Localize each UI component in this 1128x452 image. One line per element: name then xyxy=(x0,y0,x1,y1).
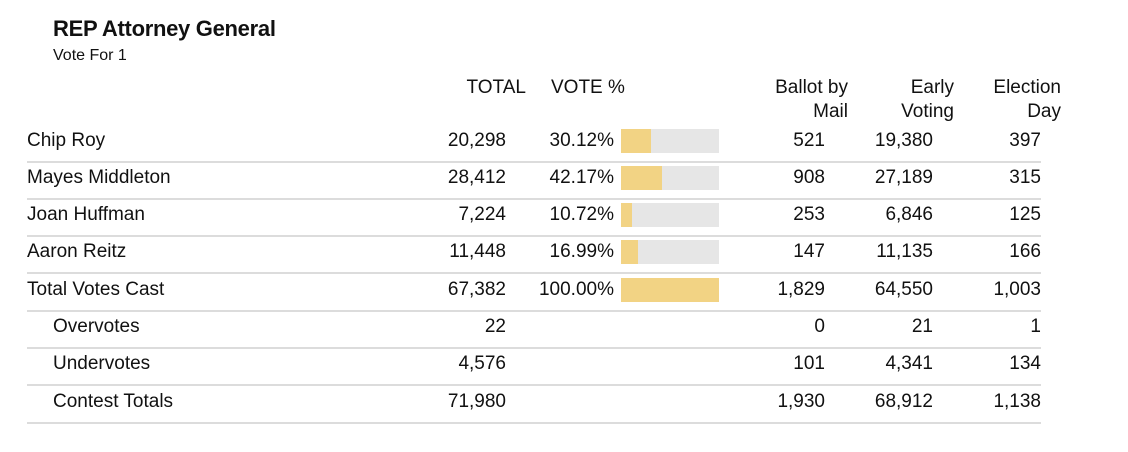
header-election-day-line2: Day xyxy=(1027,101,1061,122)
header-election-day-line1: Election xyxy=(993,77,1061,98)
early-voting-votes: 64,550 xyxy=(874,279,933,300)
ballot-by-mail-votes: 908 xyxy=(793,167,825,188)
early-voting-votes: 6,846 xyxy=(885,204,933,225)
election-day-votes: 1,138 xyxy=(993,391,1041,412)
early-voting-votes: 21 xyxy=(911,316,933,337)
total-votes: 71,980 xyxy=(447,391,506,412)
table-row-total-votes-cast: Total Votes Cast 67,382 100.00% 1,829 64… xyxy=(27,273,1041,312)
early-voting-votes: 68,912 xyxy=(874,391,933,412)
vote-percent: 10.72% xyxy=(549,204,614,225)
vote-share-bar xyxy=(621,203,719,227)
ballot-by-mail-votes: 147 xyxy=(793,241,825,262)
table-row-undervotes: Undervotes 4,576 101 4,341 134 xyxy=(27,347,1041,386)
header-total: TOTAL xyxy=(466,77,526,98)
summary-label: Contest Totals xyxy=(53,391,174,412)
total-votes: 67,382 xyxy=(447,279,506,300)
election-day-votes: 315 xyxy=(1009,167,1041,188)
vote-share-bar xyxy=(621,240,719,264)
election-day-votes: 1 xyxy=(1030,316,1041,337)
ballot-by-mail-votes: 521 xyxy=(793,130,825,151)
header-election-day: Election Day xyxy=(993,76,1061,124)
ballot-by-mail-votes: 1,829 xyxy=(777,279,825,300)
vote-share-bar xyxy=(621,166,719,190)
total-votes: 28,412 xyxy=(447,167,506,188)
election-day-votes: 1,003 xyxy=(993,279,1041,300)
header-ballot-by-mail-line2: Mail xyxy=(813,101,848,122)
early-voting-votes: 11,135 xyxy=(876,241,933,262)
table-row-mayes-middleton: Mayes Middleton 28,412 42.17% 908 27,189… xyxy=(27,161,1041,200)
header-ballot-by-mail: Ballot by Mail xyxy=(775,76,848,124)
vote-share-bar xyxy=(621,278,719,302)
election-day-votes: 125 xyxy=(1009,204,1041,225)
summary-label: Total Votes Cast xyxy=(27,279,165,300)
total-votes: 22 xyxy=(484,316,506,337)
vote-share-fill xyxy=(621,278,719,302)
vote-share-fill xyxy=(621,240,638,264)
early-voting-votes: 4,341 xyxy=(885,353,933,374)
vote-share-fill xyxy=(621,166,663,190)
candidate-name: Chip Roy xyxy=(27,130,106,151)
table-row-contest-totals: Contest Totals 71,980 1,930 68,912 1,138 xyxy=(27,385,1041,424)
summary-label: Overvotes xyxy=(53,316,140,337)
candidate-name: Joan Huffman xyxy=(27,204,145,225)
vote-share-fill xyxy=(621,129,651,153)
early-voting-votes: 27,189 xyxy=(874,167,933,188)
vote-percent: 100.00% xyxy=(538,279,614,300)
vote-percent: 30.12% xyxy=(549,130,614,151)
total-votes: 20,298 xyxy=(447,130,506,151)
header-vote-pct: VOTE % xyxy=(551,77,625,98)
total-votes: 4,576 xyxy=(458,353,506,374)
contest-title: REP Attorney General xyxy=(53,16,276,41)
total-votes: 7,224 xyxy=(458,204,506,225)
candidate-name: Aaron Reitz xyxy=(27,241,127,262)
vote-share-bar xyxy=(621,129,719,153)
header-early-voting-line1: Early xyxy=(910,77,954,98)
ballot-by-mail-votes: 253 xyxy=(793,204,825,225)
total-votes: 11,448 xyxy=(449,241,506,262)
election-day-votes: 166 xyxy=(1009,241,1041,262)
header-ballot-by-mail-line1: Ballot by xyxy=(775,77,848,98)
election-day-votes: 397 xyxy=(1009,130,1041,151)
table-row-joan-huffman: Joan Huffman 7,224 10.72% 253 6,846 125 xyxy=(27,198,1041,237)
summary-label: Undervotes xyxy=(53,353,151,374)
header-early-voting: Early Voting xyxy=(901,76,954,124)
table-row-overvotes: Overvotes 22 0 21 1 xyxy=(27,310,1041,349)
table-row-chip-roy: Chip Roy 20,298 30.12% 521 19,380 397 xyxy=(27,124,1041,163)
ballot-by-mail-votes: 1,930 xyxy=(777,391,825,412)
header-early-voting-line2: Voting xyxy=(901,101,954,122)
ballot-by-mail-votes: 101 xyxy=(793,353,825,374)
vote-percent: 16.99% xyxy=(549,241,614,262)
election-day-votes: 134 xyxy=(1009,353,1041,374)
early-voting-votes: 19,380 xyxy=(874,130,933,151)
table-row-aaron-reitz: Aaron Reitz 11,448 16.99% 147 11,135 166 xyxy=(27,235,1041,274)
candidate-name: Mayes Middleton xyxy=(27,167,171,188)
ballot-by-mail-votes: 0 xyxy=(814,316,825,337)
vote-share-fill xyxy=(621,203,632,227)
vote-percent: 42.17% xyxy=(549,167,614,188)
contest-subtitle: Vote For 1 xyxy=(53,47,127,64)
